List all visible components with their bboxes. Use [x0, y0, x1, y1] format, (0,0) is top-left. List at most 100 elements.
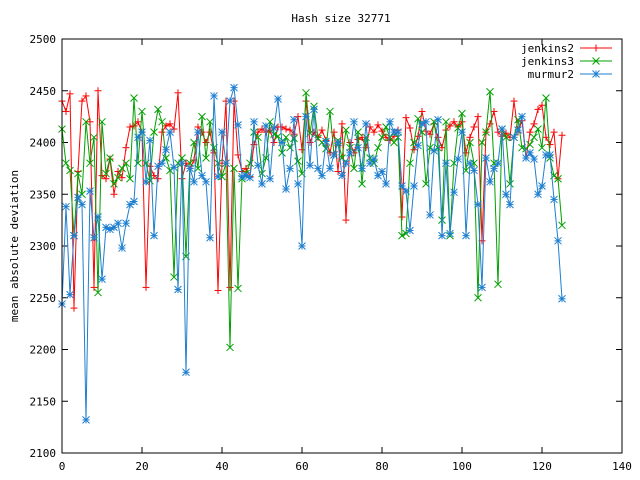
data-point	[354, 143, 362, 152]
data-point	[414, 132, 422, 140]
data-point	[302, 88, 310, 97]
data-point	[154, 105, 162, 114]
data-point	[158, 128, 166, 136]
data-point	[118, 244, 126, 252]
data-point	[118, 174, 126, 182]
data-point	[314, 164, 322, 173]
data-point	[370, 128, 378, 136]
data-point	[334, 167, 342, 175]
data-point	[78, 200, 86, 209]
series-line	[61, 87, 563, 420]
data-point	[282, 133, 290, 142]
data-point	[530, 133, 538, 142]
data-point	[450, 118, 458, 126]
data-point	[190, 177, 198, 186]
data-point	[174, 89, 182, 97]
data-point	[146, 136, 154, 145]
data-point	[530, 155, 538, 163]
data-point	[94, 213, 102, 221]
y-axis-label: mean absolute deviation	[8, 170, 21, 322]
data-point	[434, 115, 442, 124]
data-point	[214, 159, 222, 168]
data-point	[158, 117, 166, 126]
data-point	[362, 133, 370, 142]
data-point	[278, 123, 286, 131]
data-point	[466, 138, 474, 147]
data-point	[334, 138, 342, 147]
data-point	[494, 128, 502, 136]
data-point	[82, 92, 90, 100]
data-point	[290, 115, 298, 124]
data-point	[322, 137, 330, 146]
data-point	[466, 133, 474, 141]
data-point	[474, 200, 482, 209]
data-point	[430, 146, 438, 155]
data-point	[414, 141, 422, 150]
data-point	[74, 193, 82, 202]
data-point	[134, 133, 142, 142]
series-jenkins3	[58, 87, 566, 352]
data-point	[66, 90, 74, 98]
data-point	[402, 229, 410, 238]
data-point	[114, 219, 122, 228]
data-point	[482, 154, 490, 162]
data-point	[546, 141, 554, 149]
data-point	[530, 120, 538, 128]
data-point	[486, 87, 494, 96]
data-point	[382, 180, 390, 188]
x-tick-label: 80	[375, 460, 388, 473]
data-point	[592, 70, 600, 78]
x-tick-label: 100	[452, 460, 472, 473]
data-point	[306, 161, 314, 170]
y-tick-label: 2250	[30, 292, 57, 305]
data-point	[78, 97, 86, 105]
data-point	[270, 139, 278, 146]
data-point	[134, 159, 142, 168]
data-point	[438, 144, 446, 152]
data-point	[150, 231, 158, 240]
data-point	[158, 159, 166, 168]
data-point	[298, 146, 306, 154]
data-point	[350, 117, 358, 126]
data-point	[170, 273, 178, 281]
data-point	[286, 164, 294, 173]
data-point	[122, 219, 130, 228]
data-point	[506, 180, 514, 188]
data-point	[538, 182, 546, 190]
data-point	[346, 148, 354, 157]
data-point	[294, 157, 302, 165]
y-tick-label: 2100	[30, 447, 57, 460]
data-point	[246, 173, 254, 182]
data-point	[414, 114, 422, 123]
data-point	[342, 159, 350, 168]
data-point	[226, 97, 234, 105]
data-point	[390, 138, 398, 147]
data-point	[66, 166, 74, 175]
data-point	[66, 290, 74, 299]
data-point	[538, 101, 546, 109]
data-point	[162, 145, 170, 154]
y-tick-label: 2500	[30, 33, 57, 46]
data-point	[258, 125, 266, 133]
data-point	[282, 125, 290, 133]
data-point	[126, 200, 134, 209]
data-point	[214, 287, 222, 295]
data-point	[62, 159, 70, 168]
data-point	[94, 87, 102, 95]
data-point	[378, 133, 386, 142]
legend-label: jenkins3	[521, 55, 574, 68]
data-point	[190, 138, 198, 147]
data-point	[470, 166, 478, 175]
x-tick-label: 20	[135, 460, 148, 473]
axis-ticks: 2100 2150 2200 2250 2300 2350 2400 2450 2500 0 20 4…	[30, 33, 632, 473]
data-point	[478, 283, 486, 292]
data-point	[418, 107, 426, 115]
data-point	[270, 124, 278, 132]
data-point	[262, 122, 270, 130]
data-point	[70, 231, 78, 240]
data-point	[170, 125, 178, 133]
data-point	[226, 343, 234, 352]
data-point	[206, 128, 214, 136]
data-point	[90, 283, 98, 291]
